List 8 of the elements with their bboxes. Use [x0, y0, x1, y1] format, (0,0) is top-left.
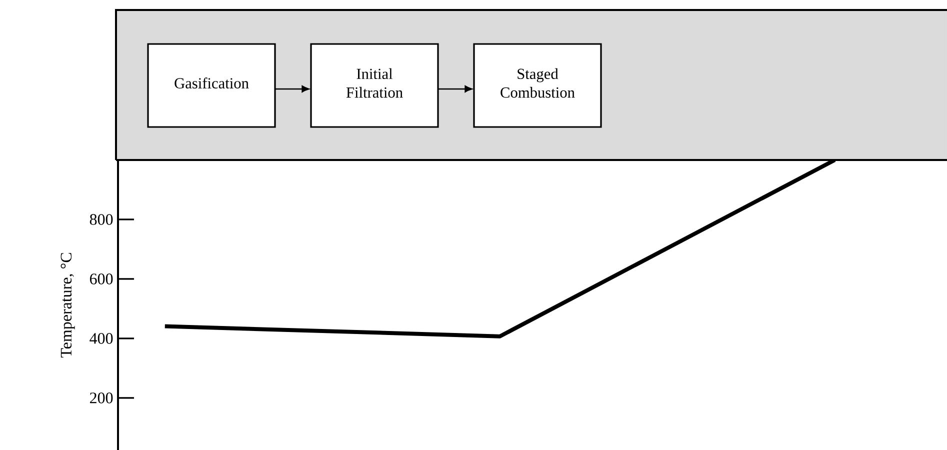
y-tick-label: 600 [90, 274, 113, 284]
text: Staged Combustion [500, 68, 575, 98]
y-tick-label: 200 [90, 392, 113, 404]
y-axis-title: Temperature, °C [60, 253, 75, 358]
y-tick-label: 800 [90, 214, 113, 225]
text: Gasification [174, 78, 249, 88]
text: Initial Filtration [346, 68, 403, 98]
y-tick-label: 400 [90, 333, 113, 344]
